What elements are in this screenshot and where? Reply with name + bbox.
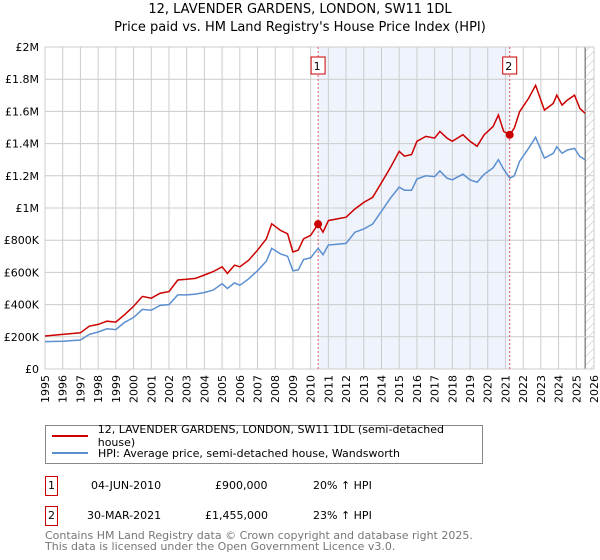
x-tick-label: 2015	[393, 375, 406, 403]
x-tick-label: 2009	[287, 375, 300, 403]
x-tick-label: 2016	[411, 375, 424, 403]
price-chart: 1995 1996 1997 1998 1999 2000 2001 2002 2003 2004…	[4, 41, 600, 403]
sale-price: £1,455,000	[205, 509, 268, 522]
x-tick-label: 1996	[57, 375, 70, 403]
x-tick-label: 2018	[446, 375, 459, 403]
x-tick-label: 1997	[74, 375, 87, 403]
x-tick-label: 2013	[358, 375, 371, 403]
x-tick-label: 1999	[110, 375, 123, 403]
x-tick-label: 2020	[482, 375, 495, 403]
x-tick-label: 2021	[499, 375, 512, 403]
sale-point-1	[314, 220, 323, 229]
y-tick-label: £1.4M	[5, 138, 39, 151]
x-tick-label: 2007	[252, 375, 265, 403]
sale-point-2	[505, 130, 514, 139]
legend: 12, LAVENDER GARDENS, LONDON, SW11 1DL (…	[45, 423, 483, 464]
x-tick-label: 1998	[92, 375, 105, 403]
sale-marker-1: 1	[45, 476, 58, 496]
x-tick-label: 2004	[198, 375, 211, 403]
y-tick-label: £800K	[4, 234, 40, 247]
sale-flag-2	[502, 56, 518, 75]
sale-row-2: 2 30-MAR-2021 £1,455,000 23% ↑ HPI	[45, 506, 445, 526]
y-tick-label: £1M	[16, 202, 40, 215]
x-tick-label: 1995	[39, 375, 52, 403]
x-tick-label: 2014	[375, 375, 388, 403]
x-tick-label: 2000	[128, 375, 141, 403]
x-tick-label: 2003	[181, 375, 194, 403]
y-tick-label: £400K	[4, 299, 40, 312]
x-tick-label: 2005	[216, 375, 229, 403]
sale-hpi: 23% ↑ HPI	[313, 509, 372, 522]
y-tick-label: £1.6M	[5, 105, 39, 118]
x-tick-label: 2025	[570, 375, 583, 403]
x-tick-label: 2008	[269, 375, 282, 403]
x-tick-label: 2012	[340, 375, 353, 403]
y-tick-label: £600K	[4, 266, 40, 279]
footer-line-2: This data is licensed under the Open Gov…	[45, 540, 396, 553]
x-tick-label: 2017	[429, 375, 442, 403]
hpi-line	[44, 135, 586, 343]
x-tick-label: 2023	[535, 375, 548, 403]
footer-line-1: Contains HM Land Registry data © Crown c…	[45, 529, 473, 542]
y-tick-label: £200K	[4, 331, 40, 344]
sale-date: 04-JUN-2010	[91, 479, 162, 492]
x-tick-label: 2026	[588, 375, 600, 403]
x-tick-label: 2001	[145, 375, 158, 403]
chart-subtitle: Price paid vs. HM Land Registry's House …	[114, 20, 486, 35]
x-tick-label: 2024	[553, 375, 566, 403]
sale-hpi: 20% ↑ HPI	[313, 479, 372, 492]
sale-flag-1	[310, 56, 326, 75]
sale-price: £900,000	[215, 479, 268, 492]
footer: Contains HM Land Registry data © Crown c…	[45, 530, 473, 552]
legend-hpi: HPI: Average price, semi-detached house,…	[98, 446, 400, 460]
x-tick-label: 2010	[305, 375, 318, 403]
sale-flag-label: 1	[314, 60, 321, 73]
chart-title: 12, LAVENDER GARDENS, LONDON, SW11 1DL	[148, 2, 452, 17]
hpi-line-swatch	[52, 452, 88, 454]
x-tick-label: 2011	[322, 375, 335, 403]
y-tick-label: £1.2M	[5, 170, 39, 183]
sale-date: 30-MAR-2021	[87, 509, 162, 522]
property-line-swatch	[52, 435, 88, 437]
legend-property: 12, LAVENDER GARDENS, LONDON, SW11 1DL (…	[97, 423, 445, 449]
sale-marker-2: 2	[45, 506, 58, 526]
x-tick-label: 2019	[464, 375, 477, 403]
x-tick-label: 2002	[163, 375, 176, 403]
x-tick-label: 2022	[517, 375, 530, 403]
sale-row-1: 1 04-JUN-2010 £900,000 20% ↑ HPI	[45, 476, 445, 496]
y-tick-label: £1.8M	[5, 73, 39, 86]
y-tick-label: £0	[25, 363, 39, 376]
sale-flag-label: 2	[505, 60, 512, 73]
x-tick-label: 2006	[234, 375, 247, 403]
y-tick-label: £2M	[16, 41, 40, 54]
